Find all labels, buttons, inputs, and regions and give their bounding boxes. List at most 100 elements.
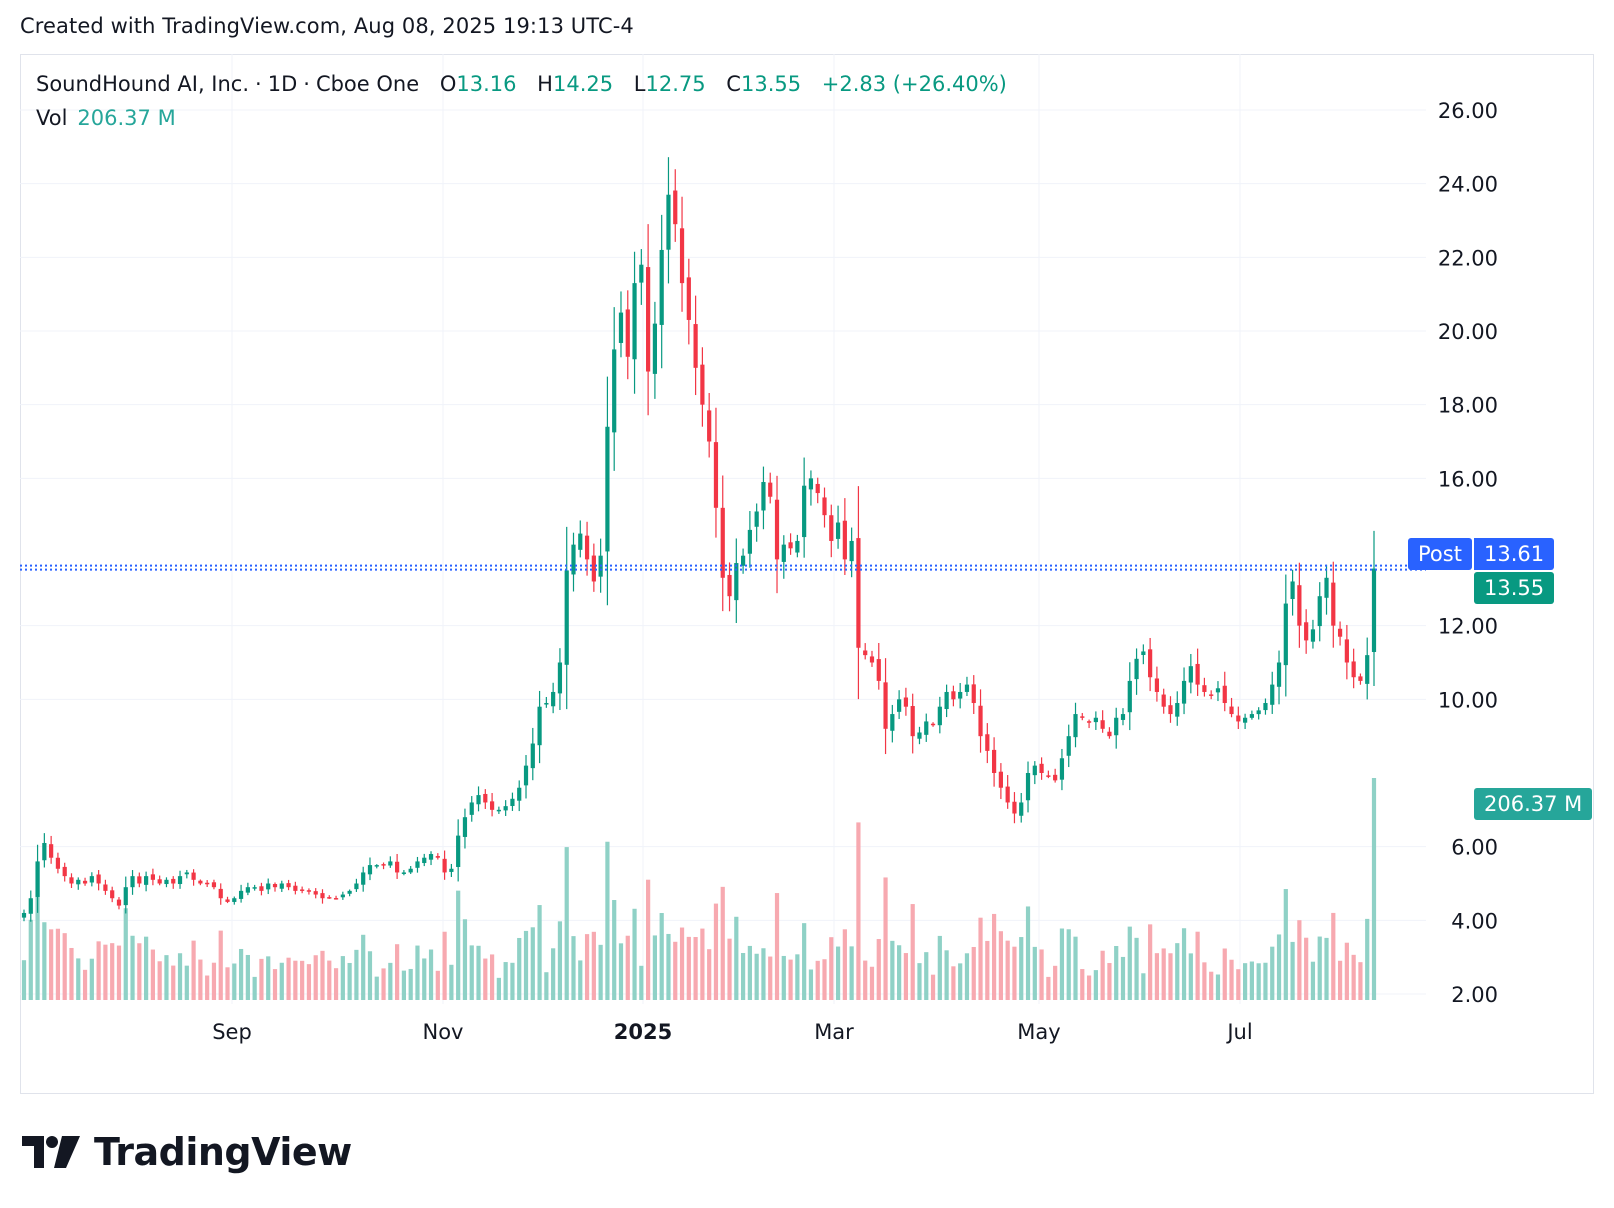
volume-bar: [1209, 971, 1214, 1000]
candle-body: [1222, 685, 1227, 704]
volume-bar: [517, 937, 522, 1000]
candle-body: [910, 706, 915, 737]
candle-body: [951, 691, 956, 700]
volume-bar: [449, 964, 454, 1000]
volume-bar: [1215, 974, 1221, 1000]
volume-bar: [367, 951, 373, 1000]
candle-body: [1202, 685, 1207, 692]
candle-body: [937, 706, 942, 726]
volume-bar: [157, 961, 162, 1000]
volume-bar: [890, 940, 895, 1000]
created-with-header: Created with TradingView.com, Aug 08, 20…: [20, 14, 634, 38]
price-axis: 26.00 24.00 22.00 20.00 18.00 16.00 12.00 10.00…: [1438, 99, 1498, 1007]
volume-bar: [164, 955, 169, 1000]
candle-body: [69, 877, 74, 884]
candle-body: [483, 793, 488, 803]
candle-body: [747, 529, 752, 554]
y-tick-label: 2.00: [1451, 983, 1498, 1007]
candle-body: [1025, 773, 1031, 801]
x-tick-label: Nov: [423, 1020, 464, 1044]
candle-body: [1148, 649, 1153, 678]
volume-bar: [924, 952, 929, 1000]
volume-bar: [564, 847, 569, 1000]
volume-bar: [930, 974, 936, 1000]
volume-bar: [184, 965, 189, 1000]
last-price-label: 13.55: [1474, 572, 1555, 604]
interval: 1D: [267, 72, 298, 96]
candle-body: [1256, 710, 1261, 715]
candle-body: [1209, 694, 1214, 696]
volume-legend: Vol 206.37 M: [36, 106, 176, 130]
candle-body: [184, 872, 189, 875]
candle-body: [1046, 775, 1051, 777]
volume-bar: [666, 933, 671, 1000]
candle-body: [903, 697, 909, 707]
volume-bar: [1019, 937, 1024, 1000]
volume-bar: [1141, 973, 1146, 1000]
y-tick-label: 16.00: [1438, 467, 1498, 491]
candle-body: [537, 706, 542, 746]
candle-body: [55, 857, 61, 869]
candle-body: [62, 866, 67, 877]
candle-body: [605, 426, 610, 552]
volume-bar: [245, 954, 250, 1000]
candle-body: [727, 574, 732, 597]
volume-bar: [1337, 960, 1343, 1000]
candle-body: [333, 898, 339, 900]
volume-bar: [462, 919, 468, 1000]
candle-body: [21, 912, 27, 918]
volume-bar: [205, 975, 210, 1000]
candle-body: [1344, 639, 1349, 663]
candle-body: [286, 883, 291, 888]
volume-bar: [1120, 956, 1126, 1000]
volume-bar: [1073, 936, 1078, 1000]
candle-body: [720, 507, 725, 578]
candle-body: [802, 485, 807, 538]
candle-body: [1317, 596, 1322, 627]
candle-body: [1371, 568, 1377, 653]
volume-bar: [1222, 948, 1227, 1000]
y-tick-label: 4.00: [1451, 909, 1498, 933]
candle-body: [89, 876, 94, 883]
volume-bar: [700, 928, 705, 1000]
volume-bar: [795, 954, 800, 1000]
volume-bar: [266, 956, 271, 1000]
candle-body: [218, 888, 223, 899]
volume-bar: [1148, 924, 1153, 1000]
candle-body: [991, 749, 997, 773]
volume-bar: [1331, 912, 1336, 1000]
volume-bar: [740, 953, 746, 1000]
candle-body: [367, 865, 373, 875]
candle-body: [1324, 577, 1329, 598]
candle-body: [476, 795, 481, 805]
volume-bar: [1012, 946, 1017, 1000]
volume-bar: [1066, 929, 1071, 1000]
candle-body: [1107, 731, 1112, 737]
tradingview-logo[interactable]: TradingView: [22, 1130, 352, 1174]
exchange: Cboe One: [315, 72, 420, 96]
price-chart[interactable]: 26.00 24.00 22.00 20.00 18.00 16.00 12.00 10.00…: [20, 54, 1594, 1094]
y-tick-label: 20.00: [1438, 320, 1498, 344]
candle-body: [930, 723, 936, 726]
volume-bar: [1175, 943, 1180, 1000]
candle-body: [1276, 662, 1282, 687]
volume-bar: [503, 962, 508, 1000]
candle-body: [1181, 680, 1187, 704]
volume-bar: [1114, 945, 1119, 1000]
candle-body: [225, 899, 230, 902]
candle-body: [1086, 721, 1092, 723]
candle-body: [272, 884, 278, 888]
volume-bar: [727, 938, 732, 1000]
volume-bar: [62, 933, 67, 1000]
volume-bar: [130, 935, 135, 1000]
volume-bar: [958, 963, 963, 1000]
candle-body: [164, 879, 169, 885]
volume-bar: [476, 945, 481, 1000]
candle-body: [96, 874, 101, 884]
candle-body: [978, 705, 983, 737]
candle-body: [116, 899, 122, 906]
candle-body: [890, 714, 895, 731]
x-tick-label: Jul: [1225, 1020, 1252, 1044]
candle-body: [252, 887, 257, 889]
volume-bar: [971, 946, 976, 1000]
